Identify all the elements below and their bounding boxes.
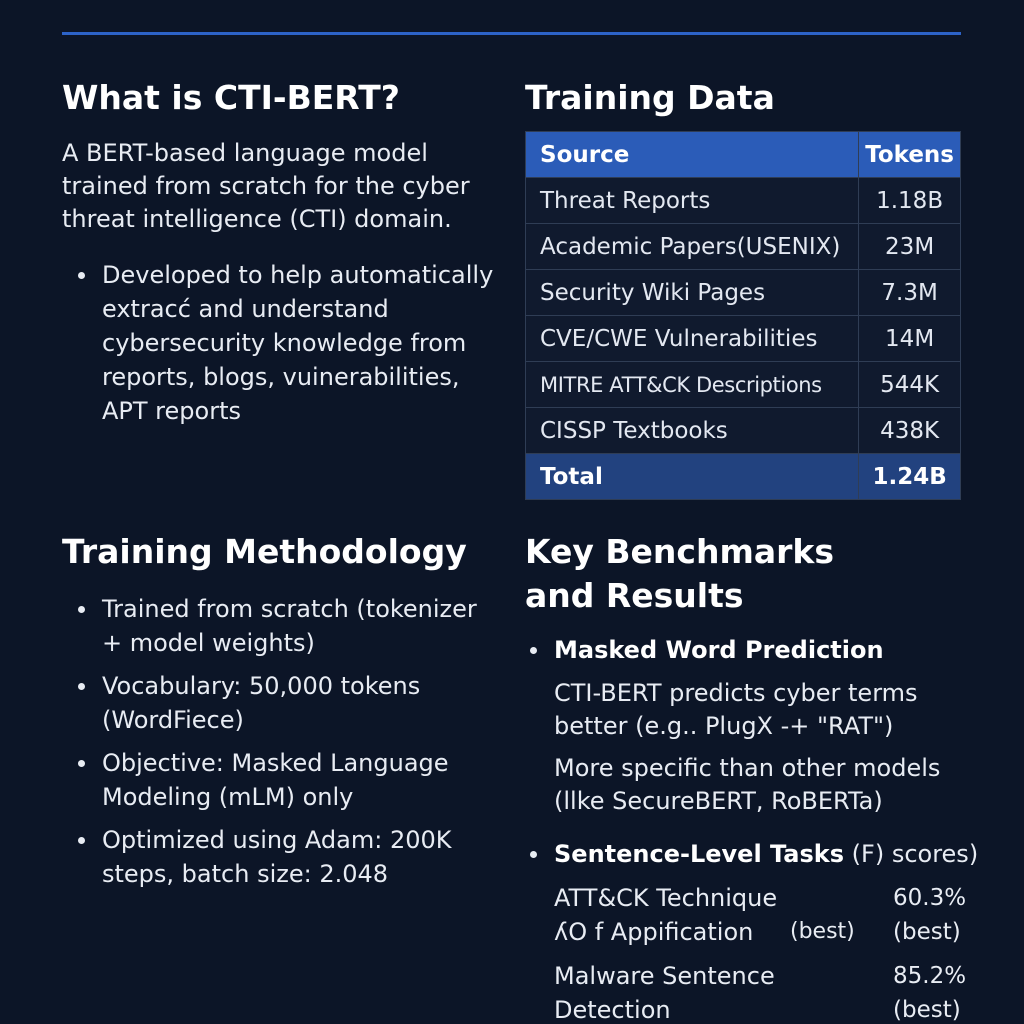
table-total-row: Total 1.24B bbox=[524, 453, 961, 500]
methodology-bullet: Objective: Masked Language Modeling (mLM… bbox=[62, 746, 482, 814]
table-row: Academic Papers(USENIX) 23M bbox=[524, 223, 961, 270]
sentence-heading: Sentence-Level Tasks bbox=[554, 840, 845, 868]
methodology-bullet: Optimized using Adam: 200K steps, batch … bbox=[62, 823, 482, 891]
header-tokens: Tokens bbox=[858, 131, 961, 178]
row-tokens: 1.18B bbox=[858, 177, 961, 224]
table-row: CVE/CWE Vulnerabilities 14M bbox=[524, 315, 961, 362]
table-header-row: Source Tokens bbox=[524, 131, 961, 178]
score-label: ATT&CK Technique ʎO f Appification bbox=[554, 881, 854, 949]
score-value: 60.3% (best) bbox=[893, 881, 973, 949]
what-is-bullets: Developed to help automatically extracć … bbox=[62, 258, 502, 428]
masked-line: More specific than other models (llke Se… bbox=[554, 754, 941, 815]
what-is-title: What is CTI-BERT? bbox=[62, 78, 400, 117]
row-source: Academic Papers(USENIX) bbox=[524, 223, 860, 270]
row-source: CISSP Textbooks bbox=[524, 407, 860, 454]
row-source: CVE/CWE Vulnerabilities bbox=[524, 315, 860, 362]
row-tokens: 7.3M bbox=[858, 269, 961, 316]
table-row: Threat Reports 1.18B bbox=[524, 177, 961, 224]
what-is-bullet: Developed to help automatically extracć … bbox=[62, 258, 502, 428]
score-value-number: 85.2% bbox=[893, 963, 967, 989]
table-row: CISSP Textbooks 438K bbox=[524, 407, 961, 454]
what-is-intro: A BERT-based language model trained from… bbox=[62, 139, 470, 233]
table-row: Security Wiki Pages 7.3M bbox=[524, 269, 961, 316]
score-label: Malware Sentence Detection bbox=[554, 959, 854, 1024]
training-data-table: Source Tokens Threat Reports 1.18B Acade… bbox=[524, 131, 961, 500]
masked-heading: Masked Word Prediction bbox=[554, 636, 884, 664]
methodology-bullets: Trained from scratch (tokenizer + model … bbox=[62, 592, 482, 891]
masked-line: CTI-BERT predicts cyber terms better (e.… bbox=[554, 679, 918, 740]
bench-item-masked: Masked Word Prediction bbox=[525, 633, 995, 667]
score-value-number: 60.3% bbox=[893, 885, 967, 911]
total-tokens: 1.24B bbox=[858, 453, 961, 500]
sentence-heading-suffix: (F) scores) bbox=[844, 840, 979, 868]
table-row: MITRE ATT&CK Descriptions 544K bbox=[524, 361, 961, 408]
row-source: Security Wiki Pages bbox=[524, 269, 860, 316]
training-data-title: Training Data bbox=[525, 78, 775, 117]
bench-item-sentence: Sentence-Level Tasks (F) scores) bbox=[525, 837, 995, 871]
row-tokens: 438K bbox=[858, 407, 961, 454]
training-methodology-title: Training Methodology bbox=[62, 532, 467, 571]
methodology-bullet: Trained from scratch (tokenizer + model … bbox=[62, 592, 482, 660]
score-label-line1: Malware Sentence bbox=[554, 962, 775, 990]
row-tokens: 23M bbox=[858, 223, 961, 270]
methodology-bullet: Vocabulary: 50,000 tokens (WordFiece) bbox=[62, 669, 482, 737]
benchmarks-title-line2: and Results bbox=[525, 576, 744, 615]
score-label-line2: Detection bbox=[554, 996, 671, 1024]
row-tokens: 544K bbox=[858, 361, 961, 408]
score-label-line1: ATT&CK Technique bbox=[554, 884, 778, 912]
score-row: ATT&CK Technique ʎO f Appification (best… bbox=[525, 881, 995, 949]
score-inline-note: (best) bbox=[790, 919, 855, 944]
score-value-note: (best) bbox=[893, 919, 961, 945]
total-label: Total bbox=[524, 453, 860, 500]
score-row: Malware Sentence Detection 85.2% (best) bbox=[525, 959, 995, 1024]
row-source: Threat Reports bbox=[524, 177, 860, 224]
score-value: 85.2% (best) bbox=[893, 959, 973, 1024]
header-source: Source bbox=[524, 131, 860, 178]
top-accent-rule bbox=[62, 32, 961, 35]
score-label-line2: ʎO f Appification bbox=[554, 918, 754, 946]
score-value-note: (best) bbox=[893, 997, 961, 1023]
row-source: MITRE ATT&CK Descriptions bbox=[524, 361, 860, 408]
row-tokens: 14M bbox=[858, 315, 961, 362]
benchmarks-title-line1: Key Benchmarks bbox=[525, 532, 834, 571]
benchmarks-list: Masked Word Prediction CTI-BERT predicts… bbox=[525, 633, 995, 1024]
benchmarks-title: Key Benchmarks and Results bbox=[525, 530, 834, 618]
